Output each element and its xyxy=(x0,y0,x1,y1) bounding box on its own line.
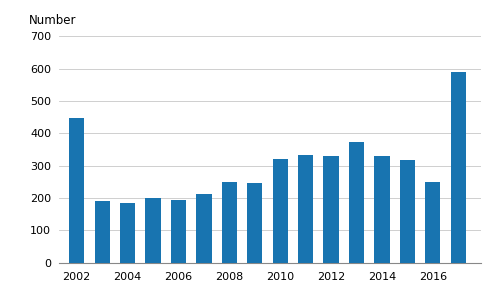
Bar xyxy=(69,118,84,263)
Text: Number: Number xyxy=(29,14,77,27)
Bar xyxy=(324,156,339,263)
Bar xyxy=(247,183,262,263)
Bar xyxy=(171,200,186,263)
Bar xyxy=(196,194,212,263)
Bar xyxy=(451,72,466,263)
Bar xyxy=(145,198,161,263)
Bar xyxy=(400,160,415,263)
Bar xyxy=(374,156,389,263)
Bar xyxy=(425,182,440,263)
Bar xyxy=(298,155,313,263)
Bar xyxy=(273,159,288,263)
Bar xyxy=(349,142,364,263)
Bar xyxy=(222,182,237,263)
Bar xyxy=(95,201,110,263)
Bar xyxy=(120,203,135,263)
